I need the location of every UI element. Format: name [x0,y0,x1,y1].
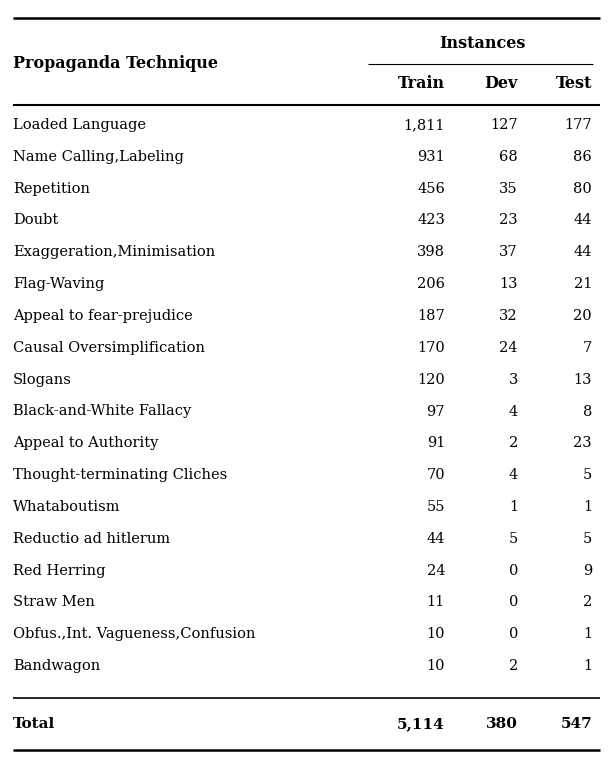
Text: 1: 1 [583,627,592,641]
Text: 206: 206 [417,277,445,291]
Text: 170: 170 [417,341,445,355]
Text: 3: 3 [509,372,518,386]
Text: Appeal to fear-prejudice: Appeal to fear-prejudice [13,309,193,323]
Text: Red Herring: Red Herring [13,564,106,578]
Text: 37: 37 [499,245,518,260]
Text: Flag-Waving: Flag-Waving [13,277,105,291]
Text: 456: 456 [417,182,445,196]
Text: 2: 2 [582,595,592,610]
Text: 10: 10 [426,659,445,674]
Text: 2: 2 [509,436,518,450]
Text: 187: 187 [417,309,445,323]
Text: Causal Oversimplification: Causal Oversimplification [13,341,205,355]
Text: Slogans: Slogans [13,372,72,386]
Text: Instances: Instances [440,35,526,52]
Text: 80: 80 [573,182,592,196]
Text: Test: Test [556,75,592,92]
Text: 931: 931 [417,150,445,164]
Text: Obfus.,Int. Vagueness,Confusion: Obfus.,Int. Vagueness,Confusion [13,627,255,641]
Text: Name Calling,Labeling: Name Calling,Labeling [13,150,184,164]
Text: 120: 120 [417,372,445,386]
Text: 44: 44 [573,214,592,227]
Text: 0: 0 [509,595,518,610]
Text: 127: 127 [491,118,518,132]
Text: 177: 177 [564,118,592,132]
Text: 23: 23 [499,214,518,227]
Text: 423: 423 [417,214,445,227]
Text: Repetition: Repetition [13,182,90,196]
Text: Total: Total [13,717,55,731]
Text: Straw Men: Straw Men [13,595,95,610]
Text: Bandwagon: Bandwagon [13,659,100,674]
Text: 68: 68 [499,150,518,164]
Text: Black-and-White Fallacy: Black-and-White Fallacy [13,405,192,419]
Text: Propaganda Technique: Propaganda Technique [13,55,218,72]
Text: 4: 4 [509,405,518,419]
Text: 32: 32 [499,309,518,323]
Text: 20: 20 [573,309,592,323]
Text: 1: 1 [509,500,518,514]
Text: 5: 5 [582,531,592,546]
Text: 0: 0 [509,627,518,641]
Text: 23: 23 [573,436,592,450]
Text: 24: 24 [500,341,518,355]
Text: 1,811: 1,811 [404,118,445,132]
Text: 35: 35 [499,182,518,196]
Text: 380: 380 [486,717,518,731]
Text: Loaded Language: Loaded Language [13,118,146,132]
Text: 7: 7 [582,341,592,355]
Text: 24: 24 [426,564,445,578]
Text: Appeal to Authority: Appeal to Authority [13,436,158,450]
Text: Reductio ad hitlerum: Reductio ad hitlerum [13,531,170,546]
Text: 1: 1 [583,659,592,674]
Text: 1: 1 [583,500,592,514]
Text: Doubt: Doubt [13,214,58,227]
Text: 44: 44 [573,245,592,260]
Text: Thought-terminating Cliches: Thought-terminating Cliches [13,468,227,482]
Text: 547: 547 [560,717,592,731]
Text: 5,114: 5,114 [397,717,445,731]
Text: 91: 91 [427,436,445,450]
Text: 10: 10 [426,627,445,641]
Text: 55: 55 [426,500,445,514]
Text: 5: 5 [509,531,518,546]
Text: Whataboutism: Whataboutism [13,500,120,514]
Text: 8: 8 [582,405,592,419]
Text: 11: 11 [427,595,445,610]
Text: 4: 4 [509,468,518,482]
Text: 44: 44 [426,531,445,546]
Text: 13: 13 [573,372,592,386]
Text: Train: Train [398,75,445,92]
Text: 97: 97 [426,405,445,419]
Text: 9: 9 [582,564,592,578]
Text: 5: 5 [582,468,592,482]
Text: 86: 86 [573,150,592,164]
Text: 70: 70 [426,468,445,482]
Text: 13: 13 [500,277,518,291]
Text: 21: 21 [573,277,592,291]
Text: 0: 0 [509,564,518,578]
Text: Exaggeration,Minimisation: Exaggeration,Minimisation [13,245,215,260]
Text: 2: 2 [509,659,518,674]
Text: Dev: Dev [485,75,518,92]
Text: 398: 398 [417,245,445,260]
